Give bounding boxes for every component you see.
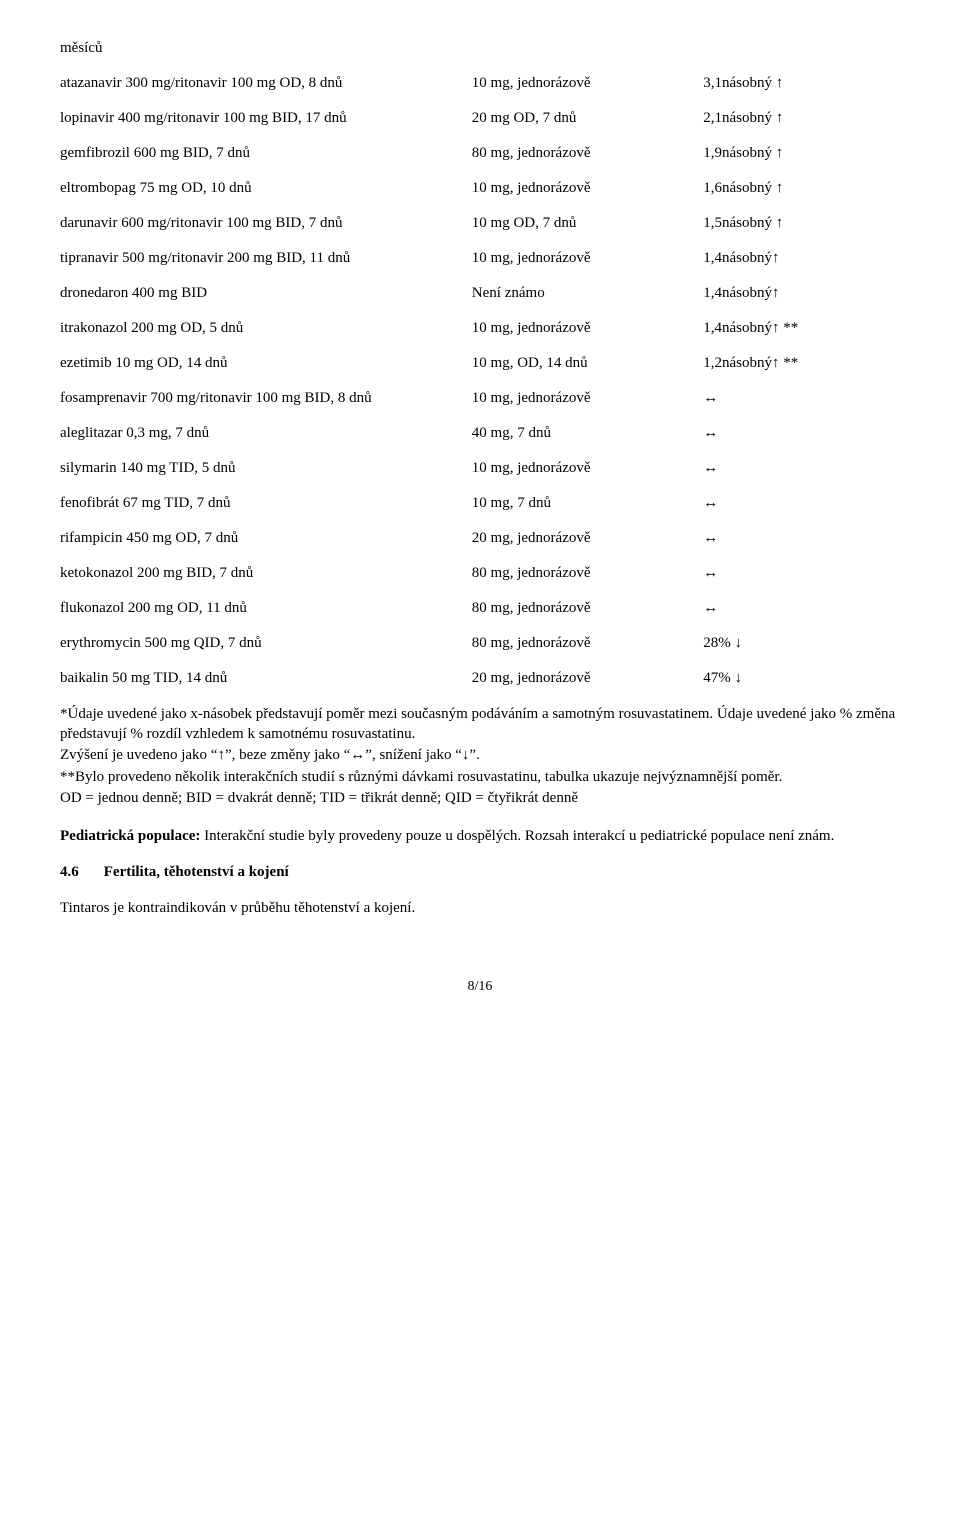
table-row: fenofibrát 67 mg TID, 7 dnů10 mg, 7 dnů↔ bbox=[60, 495, 900, 512]
auc-change-cell: 1,4násobný↑ ** bbox=[703, 320, 900, 337]
footnote-line: Zvýšení je uvedeno jako “↑”, beze změny … bbox=[60, 746, 900, 766]
drug-regimen-cell: darunavir 600 mg/ritonavir 100 mg BID, 7… bbox=[60, 215, 472, 232]
rosuvastatin-dose-cell: 20 mg, jednorázově bbox=[472, 670, 703, 687]
auc-change-cell: 3,1násobný ↑ bbox=[703, 75, 900, 92]
drug-regimen-cell: tipranavir 500 mg/ritonavir 200 mg BID, … bbox=[60, 250, 472, 267]
rosuvastatin-dose-cell: 80 mg, jednorázově bbox=[472, 600, 703, 617]
rosuvastatin-dose-cell: 10 mg OD, 7 dnů bbox=[472, 215, 703, 232]
rosuvastatin-dose-cell: 10 mg, jednorázově bbox=[472, 320, 703, 337]
auc-change-cell: 1,9násobný ↑ bbox=[703, 145, 900, 162]
table-row: atazanavir 300 mg/ritonavir 100 mg OD, 8… bbox=[60, 75, 900, 92]
rosuvastatin-dose-cell: 10 mg, OD, 14 dnů bbox=[472, 355, 703, 372]
rosuvastatin-dose-cell: 80 mg, jednorázově bbox=[472, 635, 703, 652]
rosuvastatin-dose-cell: 20 mg, jednorázově bbox=[472, 530, 703, 547]
rosuvastatin-dose-cell: 80 mg, jednorázově bbox=[472, 145, 703, 162]
auc-change-cell: ↔ bbox=[703, 460, 900, 477]
table-row: flukonazol 200 mg OD, 11 dnů80 mg, jedno… bbox=[60, 600, 900, 617]
auc-change-cell: ↔ bbox=[703, 425, 900, 442]
rosuvastatin-dose-cell: 10 mg, jednorázově bbox=[472, 180, 703, 197]
rosuvastatin-dose-cell: 80 mg, jednorázově bbox=[472, 565, 703, 582]
table-row: baikalin 50 mg TID, 14 dnů20 mg, jednorá… bbox=[60, 670, 900, 687]
table-row: aleglitazar 0,3 mg, 7 dnů40 mg, 7 dnů↔ bbox=[60, 425, 900, 442]
rosuvastatin-dose-cell: Není známo bbox=[472, 285, 703, 302]
auc-change-cell: 1,5násobný ↑ bbox=[703, 215, 900, 232]
drug-regimen-cell: baikalin 50 mg TID, 14 dnů bbox=[60, 670, 472, 687]
drug-regimen-cell: dronedaron 400 mg BID bbox=[60, 285, 472, 302]
auc-change-cell: ↔ bbox=[703, 600, 900, 617]
drug-regimen-cell: atazanavir 300 mg/ritonavir 100 mg OD, 8… bbox=[60, 75, 472, 92]
auc-change-cell: 1,4násobný↑ bbox=[703, 285, 900, 302]
footnote-line: **Bylo provedeno několik interakčních st… bbox=[60, 768, 900, 788]
auc-change-cell: 1,6násobný ↑ bbox=[703, 180, 900, 197]
rosuvastatin-dose-cell: 10 mg, jednorázově bbox=[472, 460, 703, 477]
pediatric-label: Pediatrická populace: bbox=[60, 828, 200, 844]
drug-regimen-cell: rifampicin 450 mg OD, 7 dnů bbox=[60, 530, 472, 547]
drug-regimen-cell: lopinavir 400 mg/ritonavir 100 mg BID, 1… bbox=[60, 110, 472, 127]
table-footnotes: *Údaje uvedené jako x-násobek představuj… bbox=[60, 705, 900, 809]
auc-change-cell: 1,2násobný↑ ** bbox=[703, 355, 900, 372]
table-row: silymarin 140 mg TID, 5 dnů10 mg, jednor… bbox=[60, 460, 900, 477]
page-number: 8/16 bbox=[60, 979, 900, 995]
drug-regimen-cell: itrakonazol 200 mg OD, 5 dnů bbox=[60, 320, 472, 337]
rosuvastatin-dose-cell: 10 mg, jednorázově bbox=[472, 390, 703, 407]
auc-change-cell: ↔ bbox=[703, 565, 900, 582]
table-row: erythromycin 500 mg QID, 7 dnů80 mg, jed… bbox=[60, 635, 900, 652]
table-row: itrakonazol 200 mg OD, 5 dnů10 mg, jedno… bbox=[60, 320, 900, 337]
table-row: dronedaron 400 mg BIDNení známo1,4násobn… bbox=[60, 285, 900, 302]
auc-change-cell: 47% ↓ bbox=[703, 670, 900, 687]
interaction-table: atazanavir 300 mg/ritonavir 100 mg OD, 8… bbox=[60, 75, 900, 687]
section-heading: 4.6 Fertilita, těhotenství a kojení bbox=[60, 864, 900, 881]
drug-regimen-cell: erythromycin 500 mg QID, 7 dnů bbox=[60, 635, 472, 652]
continuation-word: měsíců bbox=[60, 40, 900, 57]
pediatric-text: Interakční studie byly provedeny pouze u… bbox=[200, 828, 834, 844]
rosuvastatin-dose-cell: 40 mg, 7 dnů bbox=[472, 425, 703, 442]
rosuvastatin-dose-cell: 20 mg OD, 7 dnů bbox=[472, 110, 703, 127]
table-row: tipranavir 500 mg/ritonavir 200 mg BID, … bbox=[60, 250, 900, 267]
drug-regimen-cell: ketokonazol 200 mg BID, 7 dnů bbox=[60, 565, 472, 582]
pediatric-paragraph: Pediatrická populace: Interakční studie … bbox=[60, 827, 900, 847]
footnote-line: *Údaje uvedené jako x-násobek představuj… bbox=[60, 705, 900, 744]
table-row: darunavir 600 mg/ritonavir 100 mg BID, 7… bbox=[60, 215, 900, 232]
table-row: ketokonazol 200 mg BID, 7 dnů80 mg, jedn… bbox=[60, 565, 900, 582]
table-row: ezetimib 10 mg OD, 14 dnů10 mg, OD, 14 d… bbox=[60, 355, 900, 372]
table-row: gemfibrozil 600 mg BID, 7 dnů80 mg, jedn… bbox=[60, 145, 900, 162]
auc-change-cell: ↔ bbox=[703, 495, 900, 512]
drug-regimen-cell: eltrombopag 75 mg OD, 10 dnů bbox=[60, 180, 472, 197]
rosuvastatin-dose-cell: 10 mg, jednorázově bbox=[472, 250, 703, 267]
auc-change-cell: ↔ bbox=[703, 530, 900, 547]
footnote-line: OD = jednou denně; BID = dvakrát denně; … bbox=[60, 789, 900, 809]
drug-regimen-cell: ezetimib 10 mg OD, 14 dnů bbox=[60, 355, 472, 372]
auc-change-cell: 1,4násobný↑ bbox=[703, 250, 900, 267]
drug-regimen-cell: flukonazol 200 mg OD, 11 dnů bbox=[60, 600, 472, 617]
contraindication-paragraph: Tintaros je kontraindikován v průběhu tě… bbox=[60, 899, 900, 919]
drug-regimen-cell: silymarin 140 mg TID, 5 dnů bbox=[60, 460, 472, 477]
auc-change-cell: ↔ bbox=[703, 390, 900, 407]
table-row: lopinavir 400 mg/ritonavir 100 mg BID, 1… bbox=[60, 110, 900, 127]
table-row: rifampicin 450 mg OD, 7 dnů20 mg, jednor… bbox=[60, 530, 900, 547]
drug-regimen-cell: fenofibrát 67 mg TID, 7 dnů bbox=[60, 495, 472, 512]
auc-change-cell: 2,1násobný ↑ bbox=[703, 110, 900, 127]
section-title: Fertilita, těhotenství a kojení bbox=[104, 864, 289, 880]
rosuvastatin-dose-cell: 10 mg, 7 dnů bbox=[472, 495, 703, 512]
drug-regimen-cell: fosamprenavir 700 mg/ritonavir 100 mg BI… bbox=[60, 390, 472, 407]
drug-regimen-cell: gemfibrozil 600 mg BID, 7 dnů bbox=[60, 145, 472, 162]
rosuvastatin-dose-cell: 10 mg, jednorázově bbox=[472, 75, 703, 92]
section-number: 4.6 bbox=[60, 864, 100, 881]
drug-regimen-cell: aleglitazar 0,3 mg, 7 dnů bbox=[60, 425, 472, 442]
table-row: fosamprenavir 700 mg/ritonavir 100 mg BI… bbox=[60, 390, 900, 407]
table-row: eltrombopag 75 mg OD, 10 dnů10 mg, jedno… bbox=[60, 180, 900, 197]
auc-change-cell: 28% ↓ bbox=[703, 635, 900, 652]
